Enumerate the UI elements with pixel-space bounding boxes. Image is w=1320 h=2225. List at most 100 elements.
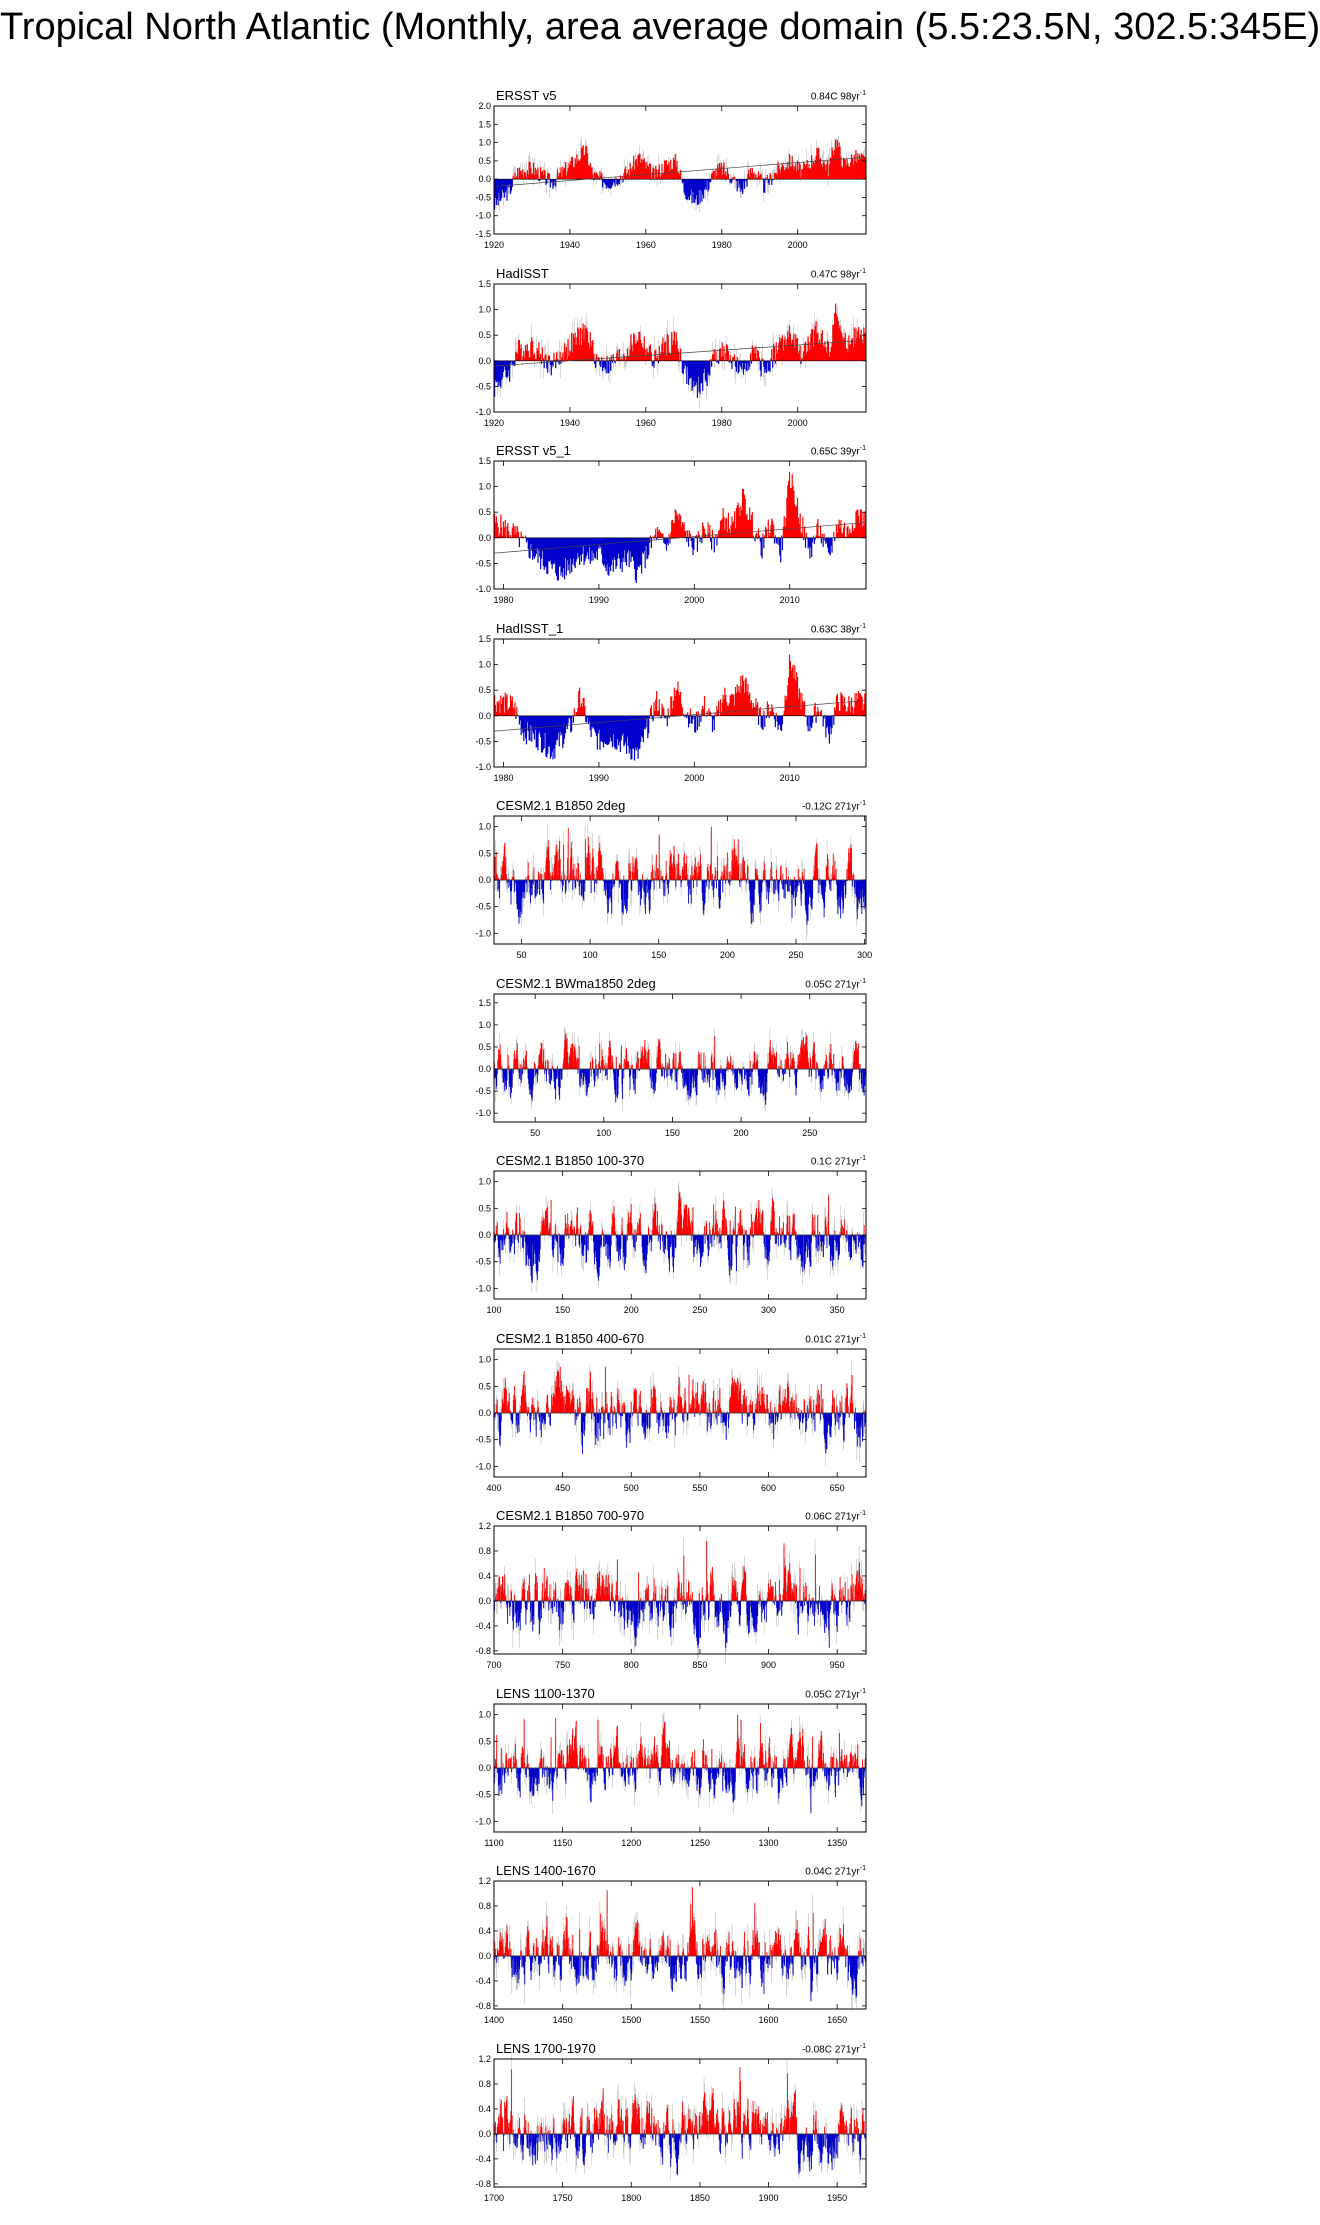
- positive-bar: [638, 1057, 640, 1069]
- positive-bar: [817, 331, 819, 361]
- positive-bar: [638, 154, 640, 180]
- positive-bar: [753, 172, 755, 180]
- positive-bar: [548, 860, 550, 880]
- positive-bar: [786, 498, 788, 538]
- positive-bar: [810, 333, 812, 361]
- negative-bar: [695, 179, 697, 200]
- positive-bar: [537, 350, 539, 361]
- positive-bar: [503, 856, 505, 880]
- positive-bar: [665, 876, 666, 880]
- negative-bar: [758, 880, 760, 894]
- positive-bar: [654, 350, 656, 361]
- negative-bar: [645, 537, 647, 547]
- positive-bar: [769, 172, 771, 180]
- positive-bar: [861, 526, 863, 538]
- positive-bar: [805, 532, 807, 538]
- positive-bar: [497, 527, 499, 538]
- positive-bar: [772, 520, 774, 538]
- negative-bar: [804, 880, 806, 890]
- positive-bar: [775, 173, 777, 180]
- negative-bar: [627, 880, 629, 899]
- positive-bar: [725, 694, 727, 716]
- negative-bar: [540, 880, 542, 890]
- negative-bar: [522, 715, 524, 733]
- positive-bar: [864, 332, 866, 361]
- positive-bar: [683, 522, 685, 538]
- negative-bar: [647, 880, 649, 890]
- positive-bar: [723, 345, 725, 361]
- positive-bar: [821, 329, 823, 361]
- negative-bar: [529, 1068, 531, 1094]
- y-tick-label: 0.0: [478, 710, 491, 720]
- positive-bar: [844, 332, 846, 361]
- negative-bar: [558, 1068, 560, 1095]
- x-tick-label: 1990: [589, 595, 609, 605]
- positive-bar: [595, 1058, 597, 1069]
- positive-bar: [732, 356, 734, 361]
- negative-bar: [510, 1068, 512, 1086]
- negative-bar: [762, 715, 764, 730]
- negative-bar: [539, 537, 541, 557]
- negative-bar: [773, 537, 776, 544]
- positive-bar: [520, 343, 522, 361]
- negative-bar: [741, 360, 743, 369]
- negative-bar: [730, 880, 732, 882]
- positive-bar: [824, 164, 826, 180]
- positive-bar: [824, 714, 826, 716]
- positive-bar: [539, 1053, 541, 1069]
- positive-bar: [588, 845, 590, 880]
- trend-label: 0.65C 39yr-1: [811, 445, 866, 457]
- negative-bar: [609, 537, 611, 567]
- negative-bar: [682, 360, 684, 374]
- negative-bar: [691, 715, 693, 724]
- negative-bar: [633, 1068, 635, 1090]
- positive-bar: [571, 332, 573, 361]
- negative-bar: [498, 880, 500, 890]
- negative-bar: [614, 715, 616, 749]
- positive-bar: [860, 153, 862, 180]
- positive-bar: [830, 157, 832, 180]
- positive-bar: [827, 339, 829, 361]
- positive-bar: [801, 872, 803, 880]
- positive-bar: [858, 522, 861, 538]
- positive-bar: [780, 340, 782, 361]
- negative-bar: [791, 880, 793, 918]
- anomaly-bars: [494, 302, 867, 398]
- y-tick-label: -0.5: [475, 902, 491, 912]
- positive-bar: [747, 683, 749, 716]
- positive-bar: [842, 157, 845, 180]
- positive-bar: [645, 1058, 647, 1069]
- negative-bar: [598, 537, 600, 546]
- positive-bar: [841, 332, 843, 361]
- negative-bar: [619, 715, 621, 752]
- negative-bar: [611, 179, 613, 186]
- positive-bar: [780, 172, 782, 180]
- negative-bar: [645, 715, 647, 727]
- negative-bar: [664, 880, 666, 897]
- positive-bar: [564, 351, 567, 361]
- negative-bar: [807, 880, 809, 921]
- negative-bar: [513, 360, 515, 366]
- positive-bar: [819, 536, 821, 538]
- positive-bar: [536, 174, 538, 180]
- positive-bar: [748, 169, 750, 180]
- positive-bar: [841, 532, 843, 538]
- positive-bar: [779, 877, 781, 880]
- positive-bar: [576, 878, 578, 880]
- negative-bar: [631, 537, 633, 558]
- positive-bar: [728, 528, 730, 538]
- negative-bar: [616, 179, 618, 185]
- positive-bar: [672, 523, 675, 538]
- negative-bar: [567, 537, 569, 571]
- negative-bar: [560, 537, 562, 576]
- positive-bar: [513, 708, 515, 716]
- negative-bar: [766, 360, 768, 363]
- positive-bar: [567, 167, 569, 180]
- negative-bar: [539, 715, 541, 732]
- positive-bar: [517, 353, 519, 361]
- positive-bar: [568, 162, 570, 180]
- positive-bar: [842, 695, 844, 716]
- positive-bar: [721, 871, 723, 880]
- positive-bar: [497, 1058, 499, 1069]
- x-tick-label: 50: [516, 950, 526, 960]
